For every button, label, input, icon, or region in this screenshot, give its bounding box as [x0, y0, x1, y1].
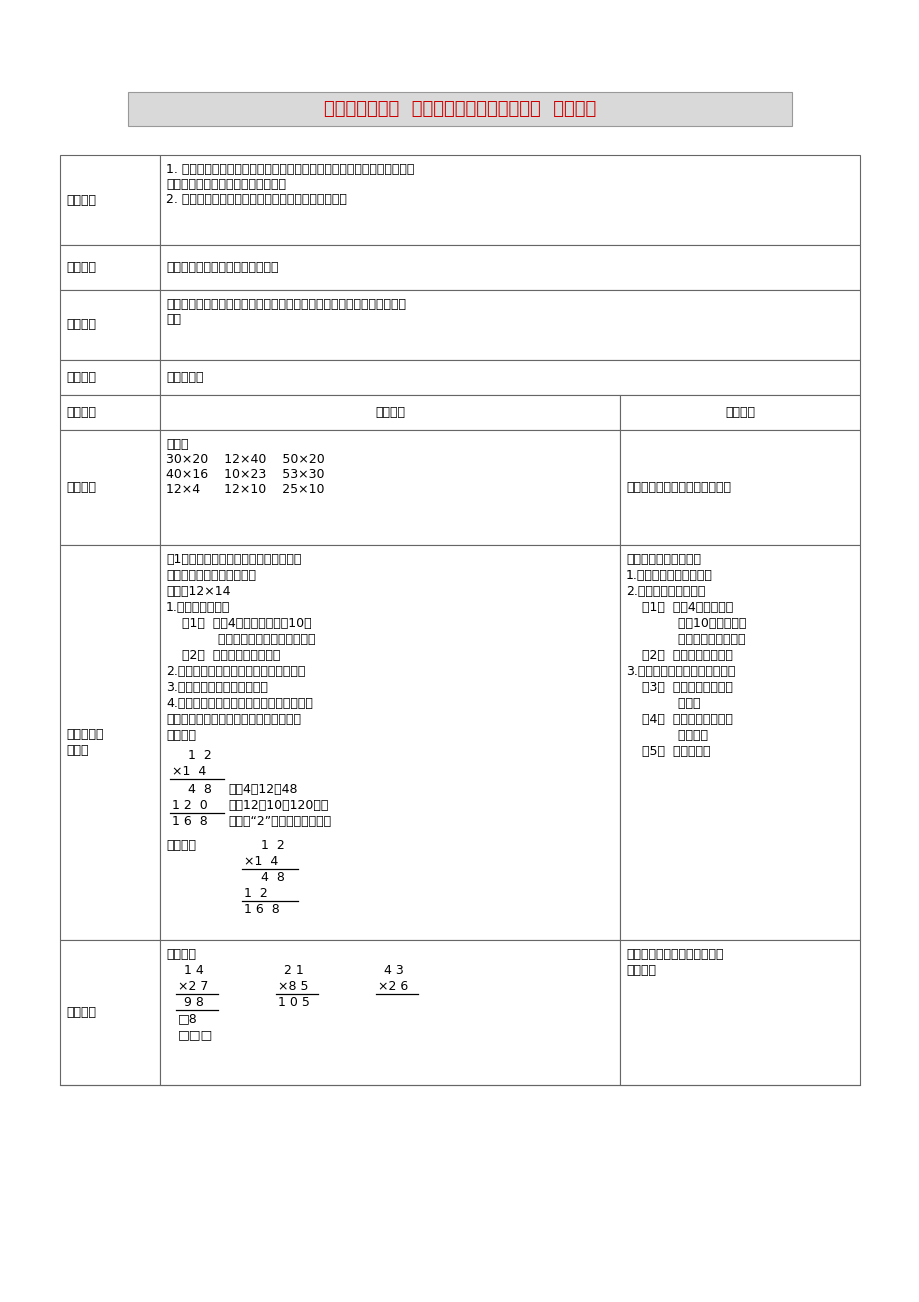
- Text: 2.与计算方法的讨论。: 2.与计算方法的讨论。: [625, 585, 705, 598]
- Text: ×8 5: ×8 5: [278, 980, 308, 993]
- Bar: [60, 245, 160, 290]
- Text: 4 3: 4 3: [383, 963, 403, 976]
- Text: 独立练习，校对答案，错误及: 独立练习，校对答案，错误及: [625, 948, 722, 961]
- Text: 9 8: 9 8: [184, 996, 204, 1009]
- Text: 简写为：: 简写为：: [165, 838, 196, 852]
- Text: 4  8: 4 8: [261, 871, 285, 884]
- Bar: [60, 155, 160, 245]
- Text: 样书写。: 样书写。: [165, 729, 196, 742]
- Bar: [60, 940, 160, 1085]
- Text: （2）  还可以用竖式计算。: （2） 还可以用竖式计算。: [165, 648, 280, 661]
- Text: 教具准备: 教具准备: [66, 371, 96, 384]
- Bar: [60, 359, 160, 395]
- Text: 学生独立口算，全班集体订正。: 学生独立口算，全班集体订正。: [625, 480, 731, 493]
- Text: 1 6  8: 1 6 8: [244, 904, 279, 917]
- Text: 2.在竖式计算中，你遇到了什么新问题？: 2.在竖式计算中，你遇到了什么新问题？: [165, 665, 305, 678]
- Text: ×1  4: ×1 4: [172, 766, 206, 779]
- Text: 第二步再算什么，积又表示什么，应该怎: 第二步再算什么，积又表示什么，应该怎: [165, 713, 301, 727]
- Bar: [160, 245, 859, 290]
- Text: 教学重点: 教学重点: [66, 260, 96, 273]
- Text: 多少个，最后把它们加起来。: 多少个，最后把它们加起来。: [165, 633, 315, 646]
- Text: （2）  还可以竖式计算。: （2） 还可以竖式计算。: [625, 648, 732, 661]
- Text: 表示4个12是48: 表示4个12是48: [228, 783, 297, 796]
- Text: 1  2: 1 2: [261, 838, 285, 852]
- Text: 什么？: 什么？: [625, 697, 699, 710]
- Text: 教师活动: 教师活动: [375, 406, 404, 419]
- Text: 表示12个10是120，所: 表示12个10是120，所: [228, 799, 328, 812]
- Bar: [60, 395, 160, 430]
- Bar: [160, 155, 859, 245]
- Text: □□□: □□□: [177, 1029, 213, 1042]
- Text: 1. 利用教材所提供的现实背景，帮助学生理解两位数乘两位数的笔算的算
理，并能正确计算两位数乘两位数。
2. 引导学生有效地利用原有知识推动新知识的学习。: 1. 利用教材所提供的现实背景，帮助学生理解两位数乘两位数的笔算的算 理，并能正…: [165, 163, 414, 206]
- Bar: [619, 395, 859, 430]
- Bar: [619, 546, 859, 940]
- Text: 再算10盒多少个，: 再算10盒多少个，: [625, 617, 745, 630]
- Text: 1 4: 1 4: [184, 963, 203, 976]
- Text: 例题挂图。: 例题挂图。: [165, 371, 203, 384]
- Text: （3）  先算什么？积表示: （3） 先算什么？积表示: [625, 681, 732, 694]
- Text: 在理解题意的基础上：: 在理解题意的基础上：: [625, 553, 700, 566]
- Bar: [160, 359, 859, 395]
- Text: 掌握两位数乘两位数的笔算方法。: 掌握两位数乘两位数的笔算方法。: [165, 260, 278, 273]
- Text: 共有多少个，该怎样列式？: 共有多少个，该怎样列式？: [165, 569, 255, 582]
- Bar: [160, 290, 859, 359]
- Text: 板书：12×14: 板书：12×14: [165, 585, 231, 598]
- Text: □8: □8: [177, 1012, 198, 1025]
- Bar: [160, 546, 619, 940]
- Text: 用第二个因数十位上的数去乘第一个因数，积的末尾必须写在十位上的道
理。: 用第二个因数十位上的数去乘第一个因数，积的末尾必须写在十位上的道 理。: [165, 298, 405, 326]
- Text: 以这个“2”必须写在十位上。: 以这个“2”必须写在十位上。: [228, 815, 331, 828]
- Text: 最后把它们加起来。: 最后把它们加起来。: [625, 633, 744, 646]
- Text: （1）  先算4盒多少个，: （1） 先算4盒多少个，: [625, 602, 732, 615]
- Text: 师生互动探
索新知: 师生互动探 索新知: [66, 729, 103, 756]
- Text: 2 1: 2 1: [284, 963, 303, 976]
- Text: 1.参与解决问题的讨论。: 1.参与解决问题的讨论。: [625, 569, 712, 582]
- Text: 例1：课件出示例题图，算这些卷笔刀一: 例1：课件出示例题图，算这些卷笔刀一: [165, 553, 301, 566]
- Text: 3.组织学生讨论，怎样计算？: 3.组织学生讨论，怎样计算？: [165, 681, 267, 694]
- Bar: [60, 546, 160, 940]
- Bar: [160, 940, 619, 1085]
- Text: ×2 7: ×2 7: [177, 980, 208, 993]
- Text: 教学目标: 教学目标: [66, 194, 96, 207]
- Text: （5）  怎样书写？: （5） 怎样书写？: [625, 745, 709, 758]
- Text: 教学过程: 教学过程: [66, 406, 96, 419]
- Text: 4.重点理解第一步先算什么，积表示什么，: 4.重点理解第一步先算什么，积表示什么，: [165, 697, 312, 710]
- Text: 学生活动: 学生活动: [724, 406, 754, 419]
- Text: 复习铺垫: 复习铺垫: [66, 480, 96, 493]
- Text: ×2 6: ×2 6: [378, 980, 408, 993]
- Text: 1  2: 1 2: [187, 749, 211, 762]
- Text: （4）  再算什么？积又表: （4） 再算什么？积又表: [625, 713, 732, 727]
- Text: 1 6  8: 1 6 8: [172, 815, 208, 828]
- Bar: [60, 290, 160, 359]
- Text: 三年级数学下册  两位数成两位数的笔算教案  西师大版: 三年级数学下册 两位数成两位数的笔算教案 西师大版: [323, 100, 596, 118]
- Text: 1.可以怎样计算？: 1.可以怎样计算？: [165, 602, 230, 615]
- Text: ×1  4: ×1 4: [244, 855, 278, 868]
- Bar: [160, 395, 619, 430]
- Text: 1  2: 1 2: [244, 887, 267, 900]
- Bar: [619, 940, 859, 1085]
- Text: 试一试：: 试一试：: [165, 948, 196, 961]
- Text: 1 2  0: 1 2 0: [172, 799, 208, 812]
- Text: 教学难点: 教学难点: [66, 319, 96, 332]
- Text: 示什么？: 示什么？: [625, 729, 708, 742]
- Text: 时订正。: 时订正。: [625, 963, 655, 976]
- Text: 4  8: 4 8: [187, 783, 211, 796]
- Text: 3.在竖式计算中探讨计算方法。: 3.在竖式计算中探讨计算方法。: [625, 665, 734, 678]
- Text: 口算：
30×20    12×40    50×20
40×16    10×23    53×30
12×4      12×10    25×10: 口算： 30×20 12×40 50×20 40×16 10×23 53×30 …: [165, 437, 324, 496]
- Bar: [128, 92, 791, 126]
- Bar: [60, 430, 160, 546]
- Bar: [619, 430, 859, 546]
- Text: 尝试练习: 尝试练习: [66, 1006, 96, 1019]
- Bar: [160, 430, 619, 546]
- Text: （1）  先算4盒多少个，再算10盒: （1） 先算4盒多少个，再算10盒: [165, 617, 312, 630]
- Text: 1 0 5: 1 0 5: [278, 996, 310, 1009]
